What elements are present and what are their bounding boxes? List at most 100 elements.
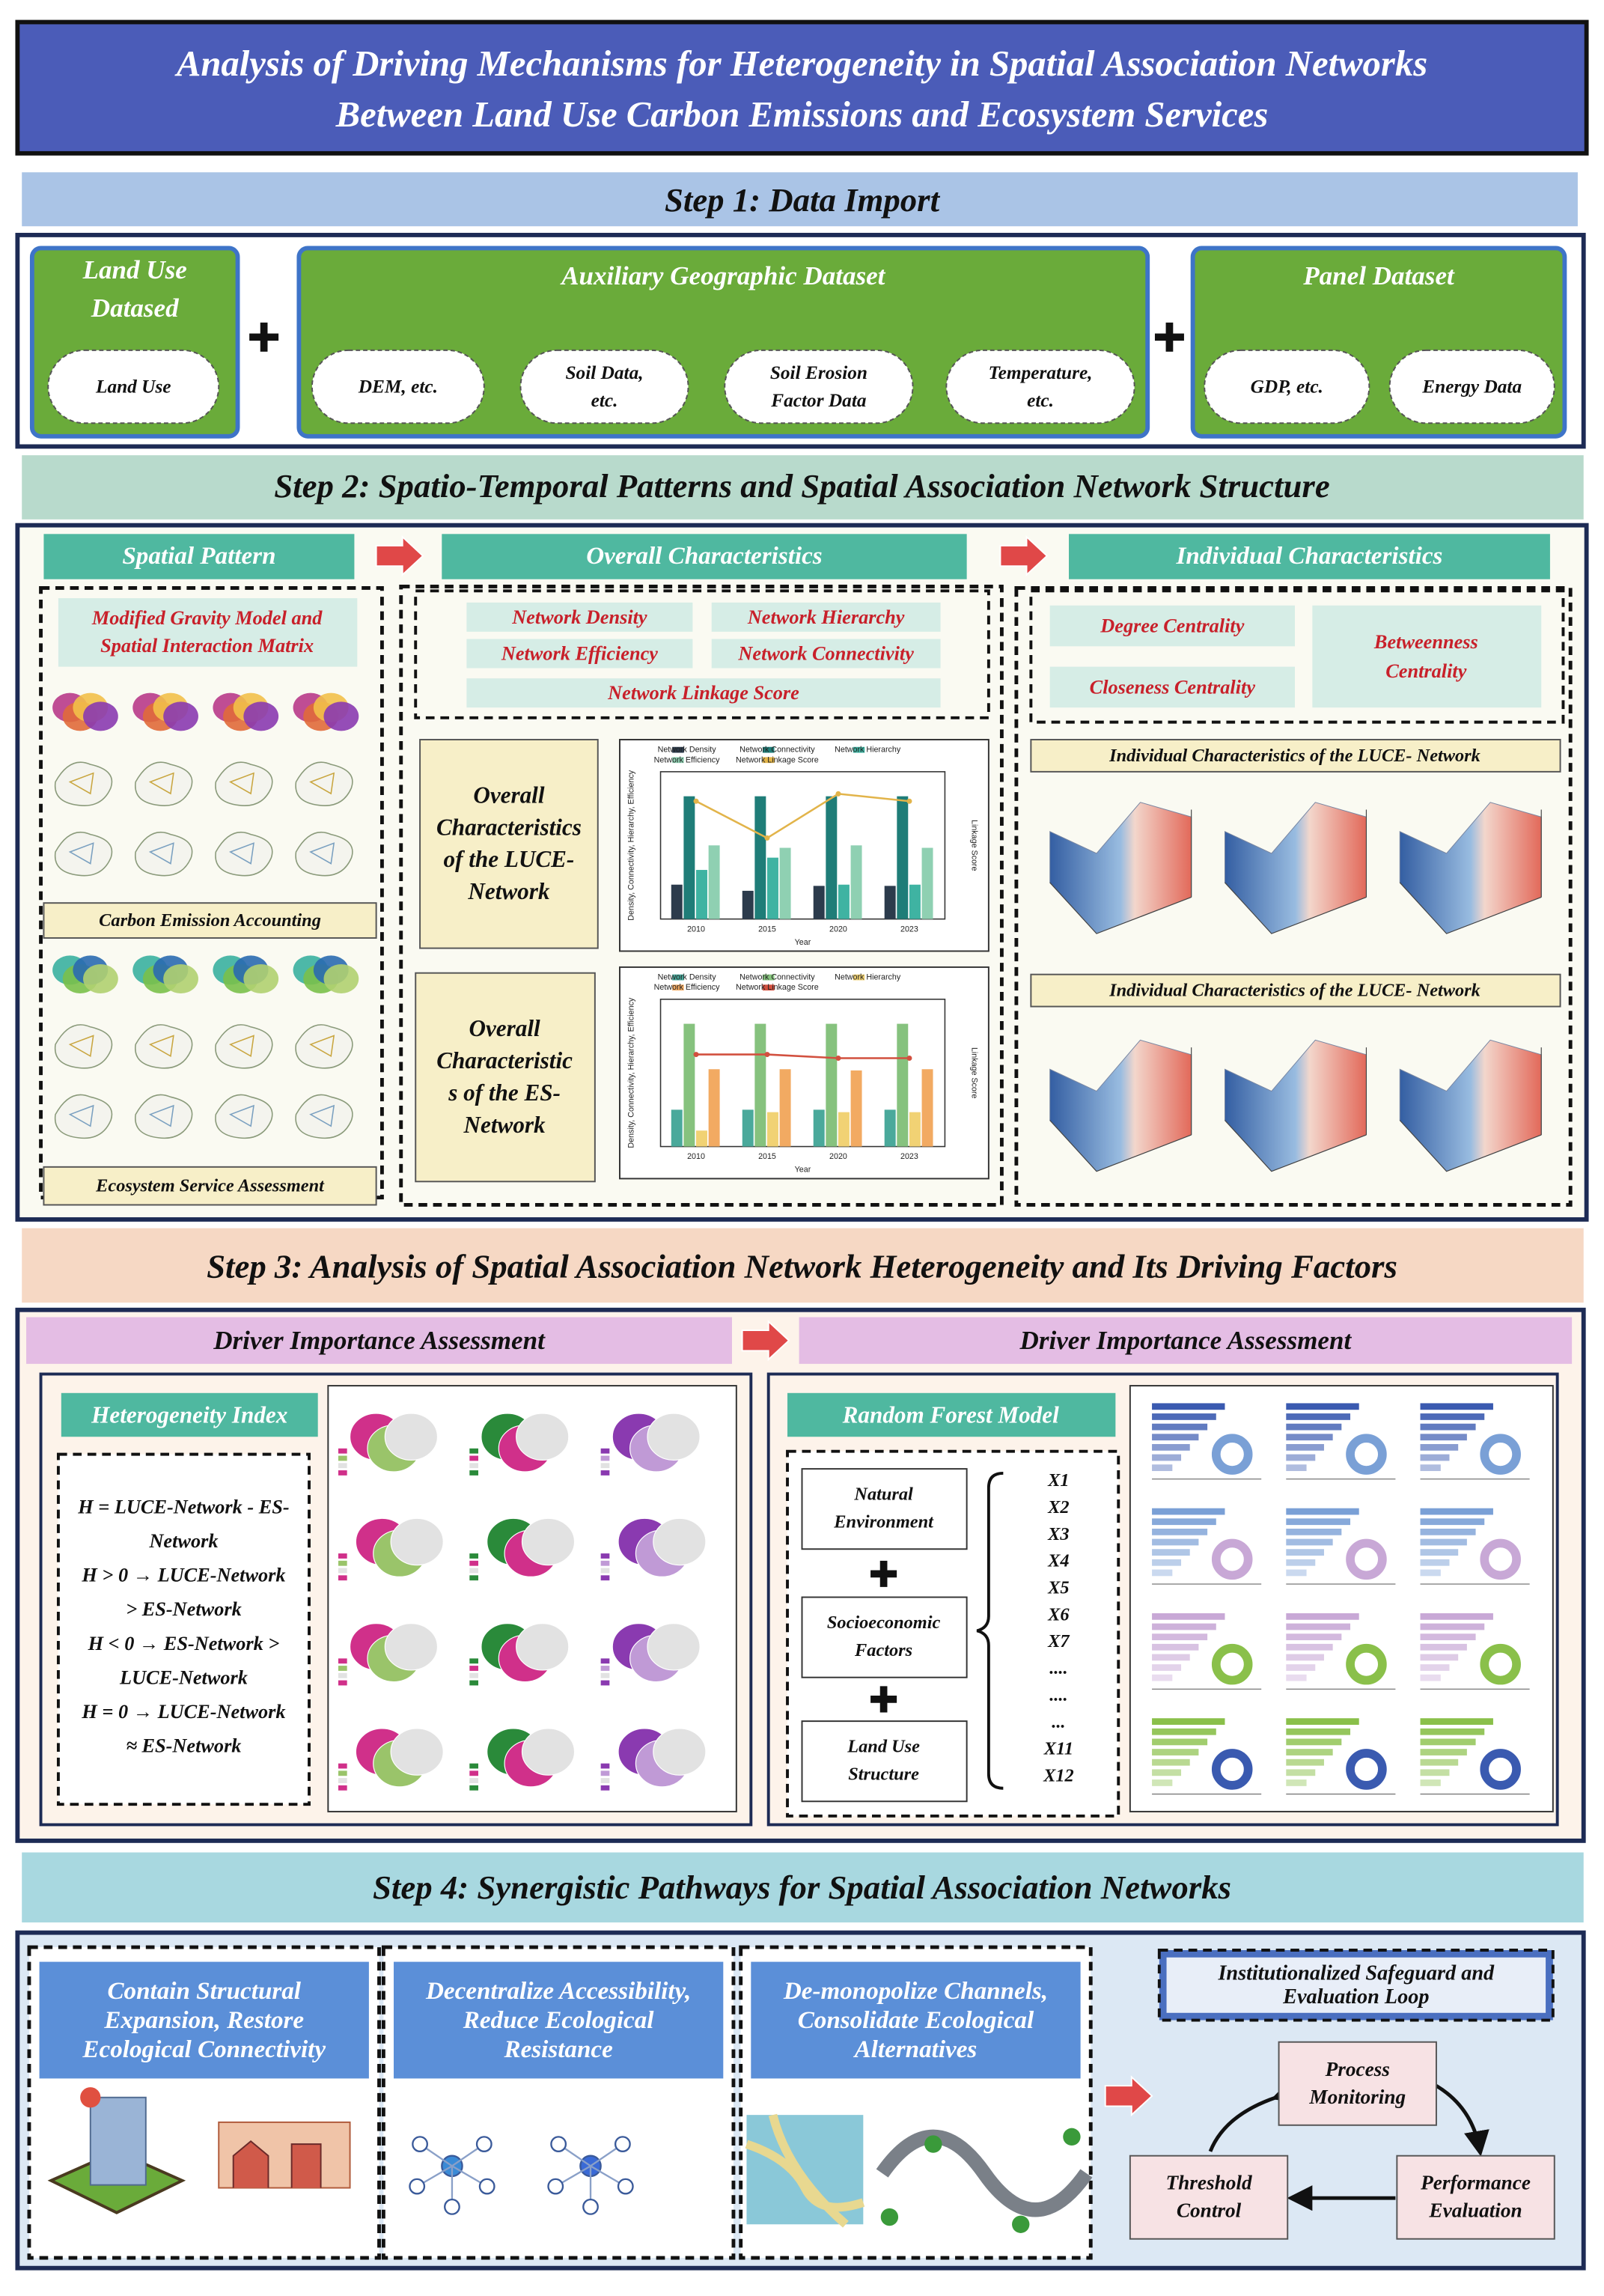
legend-swatch	[762, 974, 775, 981]
legend-swatch	[672, 757, 684, 764]
loop-node	[1278, 2041, 1437, 2126]
pathway-title: Decentralize Accessibility,	[425, 1977, 691, 2005]
group-title: Land Use	[82, 255, 187, 284]
plot-axes	[1399, 1047, 1542, 1172]
legend-swatch	[762, 984, 775, 991]
metric-box	[466, 678, 941, 708]
map-patch	[521, 1728, 576, 1776]
metric-text: Network Density	[511, 606, 647, 628]
map-outline	[215, 831, 273, 877]
data-item	[47, 349, 220, 424]
legend-swatch	[600, 1672, 610, 1678]
map-network	[148, 1104, 174, 1127]
importance-bar	[1152, 1769, 1182, 1776]
loop-arrow	[1435, 2084, 1489, 2157]
y-axis-label: Density, Connectivity, Hierarchy, Effici…	[627, 770, 636, 920]
bar	[754, 796, 766, 919]
map-patch	[83, 701, 118, 731]
factor-box	[801, 1720, 968, 1803]
plot-frame	[659, 999, 946, 1148]
importance-bar	[1286, 1738, 1342, 1746]
importance-bar	[1152, 1643, 1199, 1651]
donut	[1346, 1749, 1387, 1790]
item-label: etc.	[591, 390, 618, 411]
metric-text: Betweenness	[1373, 631, 1478, 653]
label-text: Carbon Emission Accounting	[99, 910, 321, 931]
legend-swatch	[672, 984, 684, 991]
data-item	[1388, 349, 1555, 424]
importance-bar	[1286, 1758, 1324, 1766]
bar	[696, 870, 707, 919]
factor-box	[801, 1468, 968, 1550]
line-point	[764, 835, 770, 841]
legend-swatch	[672, 746, 684, 753]
map-outline	[135, 831, 193, 877]
item-label: Soil Erosion	[770, 362, 867, 383]
section-header	[799, 1317, 1573, 1364]
variable: ...	[1052, 1712, 1065, 1732]
importance-bar	[1420, 1443, 1459, 1451]
importance-bar	[1286, 1569, 1307, 1577]
metrics-panel	[1029, 589, 1565, 724]
pathway-title: De-monopolize Channels,	[783, 1977, 1048, 2005]
method-text: Modified Gravity Model and	[91, 607, 323, 629]
legend-label: Network Linkage Score	[736, 755, 819, 764]
legend-swatch	[469, 1770, 479, 1776]
loop-node-text: Evaluation	[1428, 2199, 1522, 2222]
bar	[884, 1109, 896, 1147]
bar	[754, 1023, 766, 1147]
legend-swatch	[600, 1785, 610, 1791]
map-outline	[54, 831, 113, 877]
item-label: Land Use	[95, 377, 171, 398]
importance-bar	[1286, 1538, 1333, 1546]
item-label: DEM, etc.	[358, 377, 438, 398]
illustration	[745, 2113, 865, 2228]
map-outline	[54, 761, 113, 806]
importance-bar	[1286, 1464, 1307, 1472]
importance-bar	[1420, 1518, 1485, 1526]
variable: X6	[1047, 1604, 1070, 1624]
importance-bar	[1420, 1538, 1467, 1546]
map-patch	[390, 1728, 444, 1776]
plus	[870, 1560, 897, 1587]
bar	[813, 886, 825, 919]
donut	[1346, 1643, 1387, 1685]
donut	[1346, 1434, 1387, 1475]
section-header	[787, 1392, 1116, 1437]
legend-swatch	[600, 1658, 610, 1664]
map-network	[309, 772, 335, 795]
pathway-title: Resistance	[503, 2035, 612, 2063]
pathway-title: Contain Structural	[107, 1977, 301, 2005]
importance-bar	[1420, 1508, 1493, 1515]
map-network	[228, 772, 254, 795]
importance-bar	[1286, 1549, 1324, 1556]
step-title: Step 2: Spatio-Temporal Patterns and Spa…	[274, 467, 1329, 505]
metric-box	[1049, 605, 1295, 647]
x-tick-label: 2023	[900, 925, 918, 934]
illustration	[412, 2136, 428, 2153]
importance-bar	[1420, 1403, 1493, 1410]
donut	[1211, 1434, 1253, 1475]
bar	[779, 1069, 791, 1147]
line-point	[693, 798, 699, 804]
y-axis-label: Density, Connectivity, Hierarchy, Effici…	[627, 997, 636, 1148]
arrow	[999, 535, 1049, 577]
line-point	[835, 1055, 841, 1061]
legend-swatch	[600, 1575, 610, 1581]
map-network	[309, 1035, 335, 1058]
importance-bar	[1286, 1749, 1333, 1756]
donut	[1346, 1538, 1387, 1580]
importance-bar	[1420, 1434, 1467, 1441]
factor-text: Environment	[833, 1512, 934, 1532]
step-banner	[22, 455, 1584, 520]
illustration	[614, 2136, 631, 2153]
factor-text: Factors	[854, 1640, 912, 1660]
map-network	[68, 772, 94, 795]
method-text: Spatial Interaction Matrix	[100, 635, 314, 657]
bar	[826, 796, 838, 919]
importance-bar	[1152, 1508, 1225, 1515]
title: Between Land Use Carbon Emissions and Ec…	[335, 94, 1269, 135]
bar	[884, 886, 896, 919]
loop-title-inner	[1166, 1957, 1546, 2013]
